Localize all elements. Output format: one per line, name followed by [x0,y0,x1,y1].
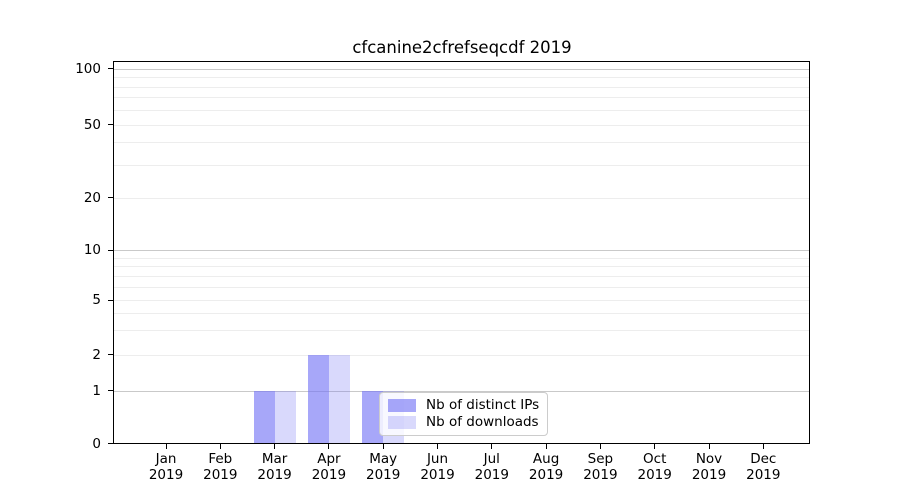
x-tick-mark [762,444,764,449]
x-tick-mark [545,444,547,449]
y-tick-mark [108,299,113,301]
legend-row: Nb of downloads [388,415,539,430]
x-tick-label: Aug 2019 [528,451,564,483]
gridline-minor [113,109,810,111]
y-tick-mark [108,390,113,391]
gridline-minor [113,300,810,301]
y-tick-mark [108,443,113,444]
y-tick-label: 50 [83,116,101,133]
legend: Nb of distinct IPs Nb of downloads [379,392,548,436]
x-tick-mark [654,444,656,449]
y-tick-mark [108,249,113,251]
y-tick-label: 100 [75,60,101,77]
plot-area [113,61,810,444]
x-tick-mark [274,444,276,449]
y-tick-label: 5 [92,292,101,308]
gridline-minor [113,286,810,288]
y-tick-mark [108,68,113,69]
gridline-minor [113,330,810,332]
gridline-major [113,68,810,70]
x-tick-mark [599,444,601,449]
gridline-minor [113,313,810,315]
gridline-minor [113,266,810,268]
gridline-minor [113,197,810,199]
legend-swatch-distinct-ips [388,399,416,412]
gridline-minor [113,165,810,167]
legend-row: Nb of distinct IPs [388,398,539,413]
legend-label-distinct-ips: Nb of distinct IPs [426,397,540,413]
x-tick-label: Jun 2019 [420,451,455,483]
y-tick-label: 1 [92,382,101,399]
y-tick-mark [108,354,113,355]
x-tick-mark [437,444,438,449]
y-tick-label: 10 [83,242,101,258]
x-tick-label: Nov 2019 [691,451,727,483]
chart-bar-distinct-ips-mar [253,390,275,444]
x-tick-label: Mar 2019 [257,451,292,483]
x-tick-label: Feb 2019 [203,451,238,483]
x-tick-mark [708,444,710,449]
gridline-major [113,250,810,251]
x-tick-label: May 2019 [366,451,401,483]
x-tick-label: Jul 2019 [474,451,509,483]
y-tick-label: 2 [92,346,101,363]
x-tick-mark [219,444,221,449]
y-tick-mark [108,197,113,198]
x-tick-mark [328,444,330,449]
chart-bar-downloads-mar [274,390,296,444]
chart-title: cfcanine2cfrefseqcdf 2019 [352,38,572,57]
gridline-minor [113,97,810,99]
x-tick-mark [382,444,384,449]
x-tick-mark [165,444,167,449]
legend-swatch-downloads [388,416,416,429]
x-tick-label: Oct 2019 [637,451,672,483]
gridline-minor [113,77,810,78]
y-tick-mark [108,124,113,125]
chart-bar-distinct-ips-may [362,390,384,444]
x-tick-label: Sep 2019 [583,451,618,483]
y-tick-label: 20 [83,189,101,206]
gridline-minor [113,142,810,144]
x-tick-mark [491,444,493,449]
x-tick-label: Dec 2019 [746,451,781,483]
x-tick-label: Jan 2019 [148,451,184,483]
gridline-minor [113,275,810,277]
x-tick-label: Apr 2019 [311,451,347,483]
gridline-minor [113,354,810,356]
gridline-minor [113,86,810,88]
gridline-major [113,390,810,392]
chart-bar-distinct-ips-apr [307,354,329,444]
gridline-minor [113,257,810,259]
y-tick-label: 0 [92,435,101,452]
chart-bar-downloads-apr [328,354,350,444]
gridline-minor [113,124,810,126]
legend-label-downloads: Nb of downloads [426,414,539,430]
